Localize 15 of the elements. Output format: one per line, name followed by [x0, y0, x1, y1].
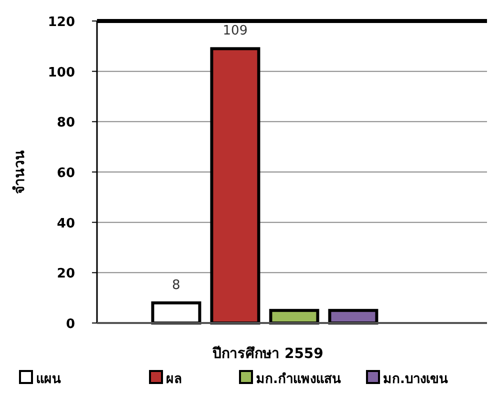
- y-tick-label: 0: [66, 317, 75, 332]
- y-tick-label: 20: [56, 266, 75, 282]
- y-axis-title: จำนวน: [12, 150, 28, 194]
- data-label: 109: [222, 24, 248, 39]
- y-tick-label: 40: [56, 216, 75, 232]
- legend-label: มก.บางเขน: [383, 372, 448, 387]
- x-axis-title: ปีการศึกษา 2559: [212, 345, 324, 362]
- y-tick-label: 100: [48, 65, 75, 80]
- legend-label: ผล: [166, 372, 182, 387]
- y-tick-label: 60: [56, 166, 75, 181]
- y-tick-label: 80: [56, 116, 75, 131]
- data-label: 8: [172, 278, 180, 293]
- legend-label: แผน: [36, 372, 61, 387]
- y-tick-label: 120: [48, 15, 75, 30]
- legend-label: มก.กำแพงแสน: [256, 371, 341, 387]
